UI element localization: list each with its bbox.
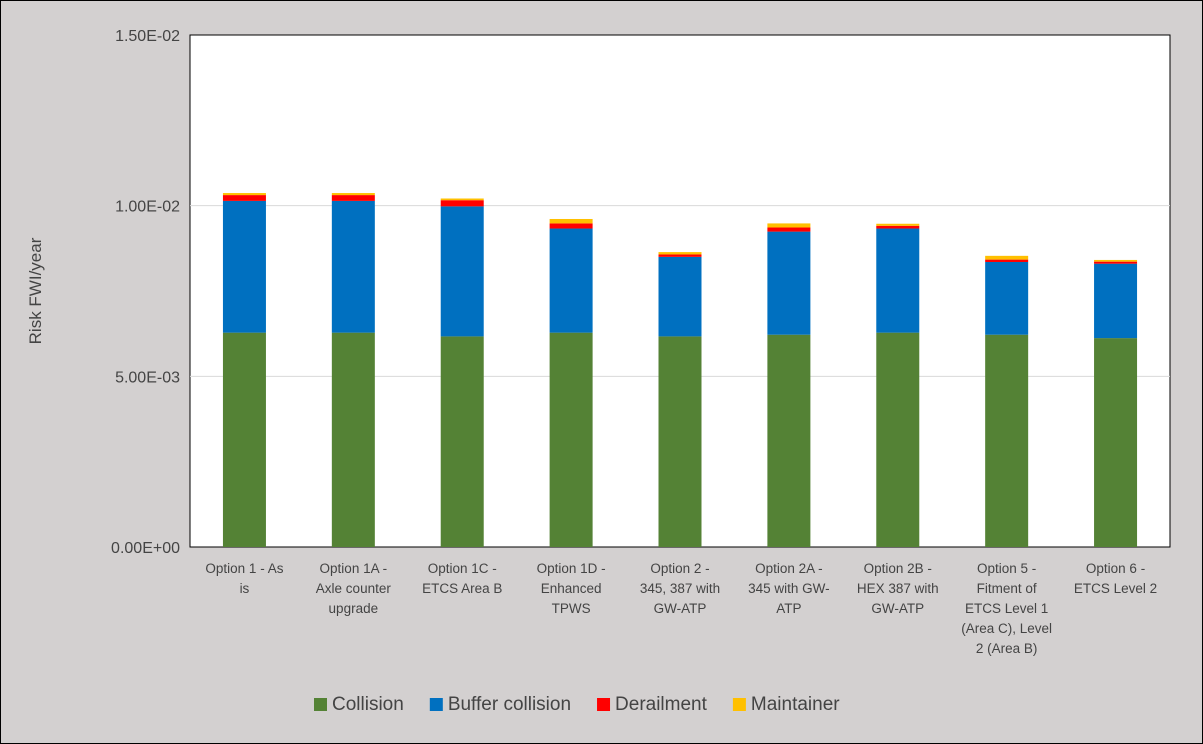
bar-segment-collision <box>985 334 1029 547</box>
x-category-label: Option 2B -HEX 387 with GW-ATP <box>857 561 939 616</box>
x-category-label: Option 1C -ETCS Area B <box>422 561 502 596</box>
bar-segment-buffer-collision <box>222 200 266 333</box>
bar-segment-derailment <box>440 200 484 207</box>
bar-segment-derailment <box>658 254 702 257</box>
y-tick-label: 1.50E-02 <box>115 28 180 45</box>
y-tick-labels: 0.00E+00 5.00E-03 1.00E-02 1.50E-02 <box>111 28 180 557</box>
legend: Collision Buffer collision Derailment Maint… <box>314 694 840 715</box>
legend-label: Derailment <box>615 694 708 715</box>
bar-segment-buffer-collision <box>985 261 1029 335</box>
bar-segment-collision <box>658 336 702 547</box>
x-category-label: Option 5 -Fitment of ETCS Level 1 (Area C)… <box>961 561 1052 656</box>
bar-segment-buffer-collision <box>549 228 593 333</box>
bar-segment-collision <box>440 336 484 547</box>
bar-segment-collision <box>1094 338 1138 547</box>
bar-segment-maintainer <box>549 218 593 224</box>
bar-segment-maintainer <box>985 255 1029 260</box>
bar-segment-maintainer <box>1094 259 1138 262</box>
bar-segment-derailment <box>331 195 375 201</box>
bar-segment-buffer-collision <box>1094 263 1138 339</box>
bar-segment-collision <box>876 332 920 547</box>
bar-segment-collision <box>331 332 375 547</box>
bar-segment-buffer-collision <box>331 200 375 333</box>
y-tick-label: 1.00E-02 <box>115 199 180 216</box>
bar-segment-maintainer <box>876 223 920 226</box>
bar-segment-maintainer <box>658 252 702 255</box>
legend-swatch <box>314 698 327 711</box>
y-tick-label: 0.00E+00 <box>111 540 180 557</box>
bar-segment-derailment <box>767 227 811 232</box>
legend-swatch <box>597 698 611 711</box>
bar-segment-derailment <box>222 195 266 201</box>
bar-segment-buffer-collision <box>658 256 702 337</box>
y-tick-label: 5.00E-03 <box>115 369 180 386</box>
legend-swatch <box>429 698 443 711</box>
legend-label: Buffer collision <box>448 694 571 715</box>
bar-segment-derailment <box>985 259 1029 262</box>
x-category-label: Option 1D -Enhanced TPWS <box>537 561 606 616</box>
bar-segment-derailment <box>876 225 920 229</box>
x-category-label: Option 6 -ETCS Level 2 <box>1074 561 1157 596</box>
bar-segment-buffer-collision <box>440 206 484 337</box>
x-category-labels: Option 1 - As is Option 1A -Axle counter up… <box>205 561 1157 656</box>
bar-segment-collision <box>767 334 811 547</box>
bar-segment-maintainer <box>440 198 484 201</box>
bar-segment-derailment <box>1094 261 1138 264</box>
legend-label: Maintainer <box>751 694 840 715</box>
x-category-label: Option 1A -Axle counter upgrade <box>316 561 392 616</box>
bar-segment-collision <box>549 332 593 547</box>
legend-label: Collision <box>332 694 404 715</box>
bar-segment-derailment <box>549 223 593 229</box>
y-axis-title: Risk FWI/year <box>26 237 45 344</box>
bar-segment-buffer-collision <box>876 228 920 333</box>
x-category-label: Option 1 - As is <box>205 561 283 596</box>
bars <box>222 193 1138 547</box>
bar-segment-maintainer <box>222 193 266 196</box>
bar-segment-collision <box>222 332 266 547</box>
bar-segment-maintainer <box>767 223 811 228</box>
bar-segment-buffer-collision <box>767 231 811 335</box>
x-category-label: Option 2 -345, 387 with GW-ATP <box>640 561 720 616</box>
legend-swatch <box>732 698 746 711</box>
x-category-label: Option 2A -345 with GW-ATP <box>748 561 830 616</box>
bar-segment-maintainer <box>331 193 375 196</box>
